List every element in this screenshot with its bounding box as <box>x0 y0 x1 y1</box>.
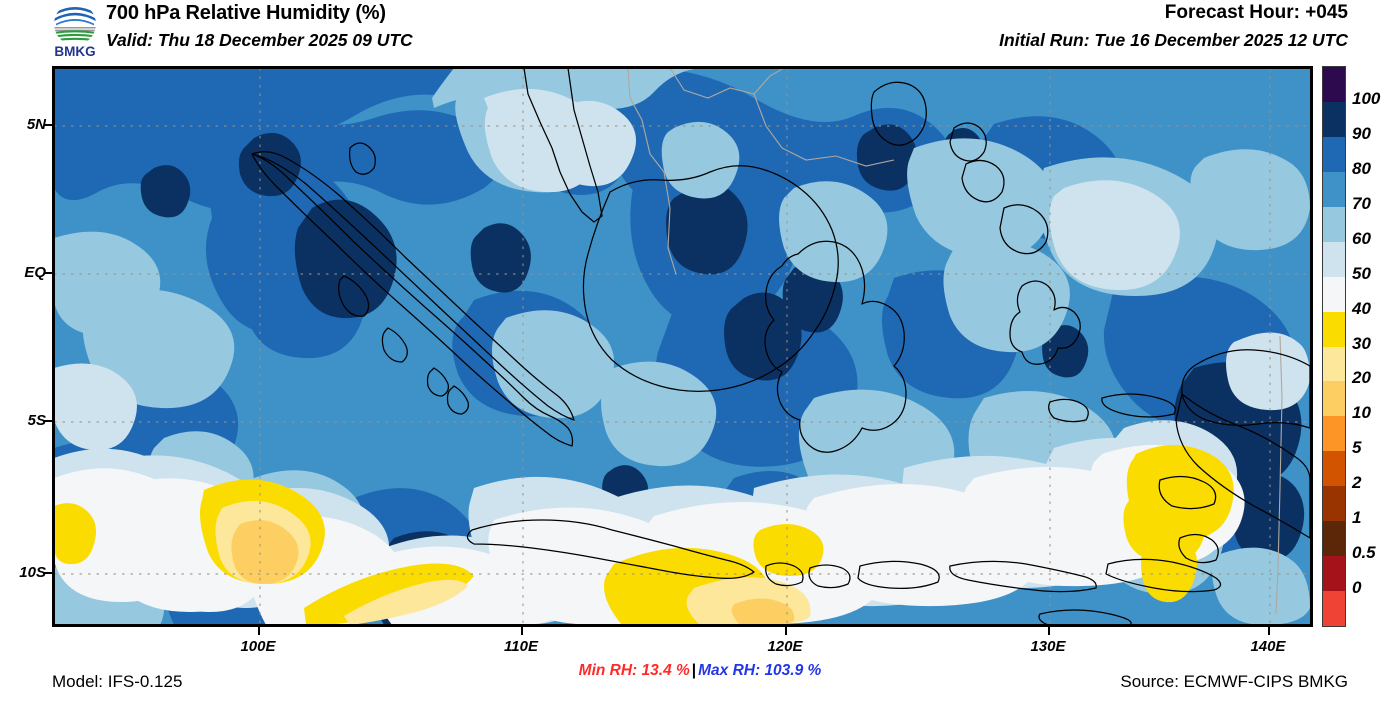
colorbar-tick-label: 60 <box>1352 228 1371 248</box>
colorbar-labels: 100 90 80 70 60 50 40 30 20 10 5 2 1 0.5 0 <box>1352 66 1400 627</box>
colorbar-tick-label: 90 <box>1352 123 1371 143</box>
colorbar-swatch <box>1323 311 1345 347</box>
x-tick-label-130e: 130E <box>1030 638 1066 655</box>
forecast-hour-label: Forecast Hour: +045 <box>1164 2 1348 23</box>
x-tick-mark-140e <box>1268 627 1270 635</box>
colorbar-swatch <box>1323 241 1345 277</box>
page-title: 700 hPa Relative Humidity (%) <box>106 2 386 24</box>
colorbar-tick-label: 50 <box>1352 263 1371 283</box>
colorbar-tick-label: 30 <box>1352 333 1371 353</box>
colorbar-tick-label: 20 <box>1352 368 1371 388</box>
max-rh-value: Max RH: 103.9 % <box>698 662 822 679</box>
colorbar-swatch <box>1323 171 1345 207</box>
min-rh-value: Min RH: 13.4 % <box>578 662 690 679</box>
y-tick-label-5s: 5S <box>27 412 46 429</box>
colorbar-swatch <box>1323 521 1345 557</box>
y-tick-mark-5n <box>44 124 52 126</box>
colorbar-tick-label: 5 <box>1352 438 1362 458</box>
model-label: Model: IFS-0.125 <box>52 672 183 691</box>
colorbar-swatch <box>1323 346 1345 382</box>
humidity-map[interactable]: Copyright Sub Bidang Prediksi Cuaca BMKG… <box>52 66 1313 627</box>
rh-band-dry <box>54 445 1234 625</box>
humidity-contour-plot <box>54 68 1311 625</box>
x-tick-mark-120e <box>785 627 787 635</box>
x-tick-mark-130e <box>1048 627 1050 635</box>
svg-text:BMKG: BMKG <box>54 44 95 58</box>
y-tick-label-eq: EQ <box>24 264 46 281</box>
x-tick-label-140e: 140E <box>1250 638 1286 655</box>
bmkg-logo: BMKG <box>54 3 96 58</box>
colorbar-swatch <box>1323 591 1345 626</box>
coastlines <box>251 68 1311 625</box>
y-tick-mark-eq <box>44 272 52 274</box>
header: BMKG 700 hPa Relative Humidity (%) Valid… <box>0 0 1400 62</box>
colorbar-swatch <box>1323 381 1345 417</box>
initial-run-label: Initial Run: Tue 16 December 2025 12 UTC <box>999 30 1348 50</box>
valid-time-label: Valid: Thu 18 December 2025 09 UTC <box>106 30 413 50</box>
colorbar-swatch <box>1323 451 1345 487</box>
colorbar-tick-label: 1 <box>1352 508 1362 528</box>
colorbar-swatch <box>1323 101 1345 137</box>
y-tick-label-10s: 10S <box>19 564 46 581</box>
colorbar-swatch <box>1323 416 1345 452</box>
colorbar-swatch <box>1323 67 1345 102</box>
colorbar-tick-label: 2 <box>1352 473 1362 493</box>
x-tick-label-110e: 110E <box>504 638 538 655</box>
x-tick-label-120e: 120E <box>767 638 803 655</box>
colorbar-tick-label: 0.5 <box>1352 543 1376 563</box>
colorbar-swatch <box>1323 556 1345 592</box>
colorbar-tick-label: 80 <box>1352 158 1371 178</box>
minmax-separator: | <box>691 662 697 679</box>
y-tick-mark-10s <box>44 572 52 574</box>
min-max-rh-label: Min RH: 13.4 % | Max RH: 103.9 % <box>0 662 1400 680</box>
colorbar-tick-label: 70 <box>1352 193 1371 213</box>
map-gridlines <box>54 68 1311 625</box>
country-borders <box>627 68 1283 615</box>
x-tick-mark-110e <box>521 627 523 635</box>
colorbar-tick-label: 100 <box>1352 88 1381 108</box>
source-label: Source: ECMWF-CIPS BMKG <box>1120 672 1348 691</box>
colorbar-tick-label: 0 <box>1352 578 1362 598</box>
y-tick-label-5n: 5N <box>26 116 46 133</box>
colorbar-swatch <box>1323 276 1345 312</box>
colorbar-swatch <box>1323 206 1345 242</box>
colorbar-swatch <box>1323 136 1345 172</box>
colorbar-swatch <box>1323 486 1345 522</box>
colorbar-tick-label: 40 <box>1352 298 1371 318</box>
y-tick-mark-5s <box>44 420 52 422</box>
x-tick-label-100e: 100E <box>240 638 276 655</box>
colorbar <box>1322 66 1346 627</box>
colorbar-tick-label: 10 <box>1352 403 1371 423</box>
x-tick-mark-100e <box>258 627 260 635</box>
